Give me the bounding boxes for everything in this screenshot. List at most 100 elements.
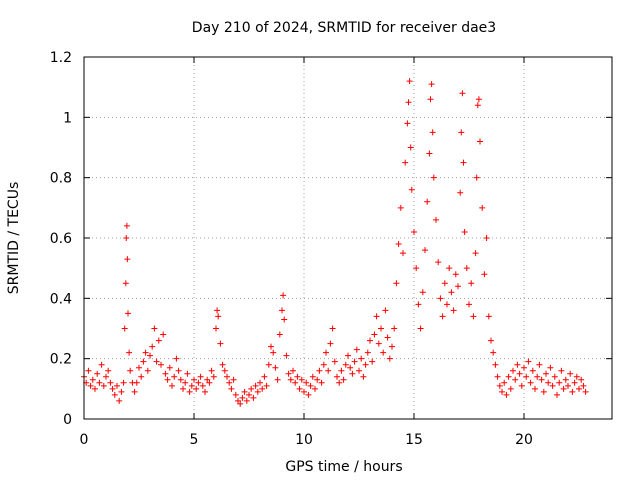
data-point [195, 379, 202, 386]
data-point [439, 313, 446, 320]
data-point [349, 370, 356, 377]
data-point [457, 189, 464, 196]
x-tick-label: 20 [515, 432, 533, 448]
data-point [516, 370, 523, 377]
data-point [301, 388, 307, 395]
grid [84, 57, 612, 419]
data-point [166, 364, 173, 371]
data-point [204, 376, 211, 383]
y-tick-label: 1 [63, 110, 72, 126]
data-point [186, 388, 193, 395]
data-point [369, 358, 376, 365]
data-point [151, 325, 158, 332]
data-point [239, 394, 246, 401]
data-point [265, 361, 272, 368]
data-point [298, 376, 305, 383]
data-point [219, 361, 226, 368]
data-point [405, 99, 412, 106]
data-point [571, 379, 578, 386]
data-point [208, 367, 215, 374]
data-point [554, 391, 560, 398]
data-point [503, 391, 510, 398]
data-point [428, 81, 435, 88]
data-point [558, 367, 565, 374]
data-point [496, 382, 503, 389]
data-point [87, 382, 94, 389]
data-point [578, 376, 585, 383]
data-point [492, 361, 499, 368]
data-point [413, 265, 420, 272]
data-point [397, 204, 404, 211]
y-tick-label: 0.2 [50, 352, 72, 368]
data-points [81, 78, 589, 407]
data-point [494, 373, 501, 380]
data-point [514, 361, 521, 368]
data-point [107, 379, 114, 386]
data-point [120, 379, 127, 386]
data-point [556, 379, 563, 386]
data-point [336, 379, 343, 386]
data-point [180, 385, 186, 392]
x-axis-label: GPS time / hours [285, 459, 402, 475]
data-point [481, 271, 488, 278]
data-point [177, 376, 184, 383]
data-point [217, 340, 224, 347]
data-point [459, 90, 466, 97]
data-point [285, 370, 292, 377]
data-point [329, 325, 336, 332]
data-point [191, 376, 197, 383]
data-point [283, 352, 290, 359]
data-point [206, 379, 213, 386]
chart-title: Day 210 of 2024, SRMTID for receiver dae… [192, 20, 496, 36]
data-point [193, 385, 200, 392]
axis-ticks: 0 5 10 15 20 0 0.2 0.4 0.6 0.8 1 1.2 [50, 50, 612, 448]
x-tick-label: 10 [295, 432, 313, 448]
data-point [123, 222, 130, 229]
data-point [274, 376, 281, 383]
data-point [389, 343, 395, 350]
data-point [173, 355, 180, 362]
data-point [327, 340, 334, 347]
data-point [407, 144, 414, 151]
data-point [214, 307, 221, 314]
data-point [316, 367, 323, 374]
data-point [314, 376, 321, 383]
data-point [419, 289, 426, 296]
data-point [521, 364, 527, 371]
data-point [114, 382, 120, 389]
data-point [312, 385, 318, 392]
data-point [565, 382, 571, 389]
data-point [518, 382, 525, 389]
data-point [246, 391, 252, 398]
data-point [433, 216, 439, 223]
data-point [362, 361, 369, 368]
data-point [499, 388, 505, 395]
data-point [437, 295, 444, 302]
data-point [290, 367, 296, 374]
data-point [582, 388, 589, 395]
data-point [466, 301, 472, 308]
data-point [287, 376, 294, 383]
data-point [353, 346, 360, 353]
data-point [158, 361, 164, 368]
data-point [98, 361, 105, 368]
data-point [400, 250, 406, 257]
data-point [85, 367, 92, 374]
data-point [272, 364, 279, 371]
data-point [560, 385, 567, 392]
data-point [94, 370, 101, 377]
data-point [532, 385, 538, 392]
data-point [538, 376, 545, 383]
data-point [347, 364, 354, 371]
data-point [391, 325, 398, 332]
data-point [250, 394, 257, 401]
data-point [461, 228, 468, 235]
data-point [202, 388, 208, 395]
data-point [340, 376, 347, 383]
data-point [323, 349, 329, 356]
data-point [318, 379, 325, 386]
data-point [160, 331, 167, 338]
data-point [569, 388, 576, 395]
data-point [122, 280, 129, 287]
data-point [116, 397, 123, 404]
